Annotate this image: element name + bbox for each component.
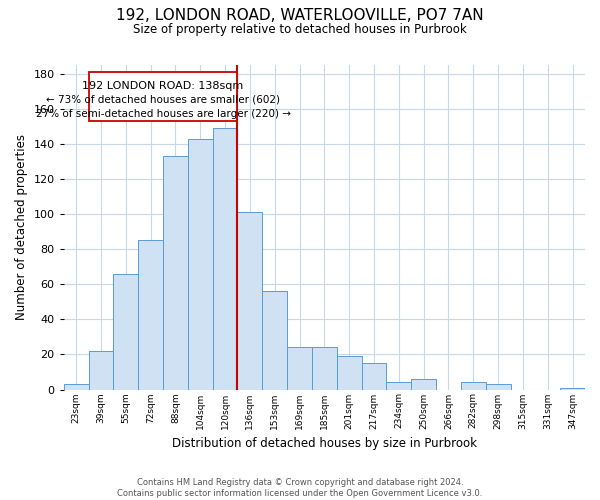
Bar	[337, 356, 362, 390]
Bar	[461, 382, 486, 390]
Bar	[560, 388, 585, 390]
Text: 192 LONDON ROAD: 138sqm: 192 LONDON ROAD: 138sqm	[82, 81, 244, 91]
Bar	[287, 348, 312, 390]
Y-axis label: Number of detached properties: Number of detached properties	[15, 134, 28, 320]
Bar	[138, 240, 163, 390]
Text: Size of property relative to detached houses in Purbrook: Size of property relative to detached ho…	[133, 22, 467, 36]
Bar	[113, 274, 138, 390]
Text: 27% of semi-detached houses are larger (220) →: 27% of semi-detached houses are larger (…	[35, 109, 290, 119]
Bar	[362, 363, 386, 390]
Bar	[212, 128, 238, 390]
Bar	[386, 382, 411, 390]
Bar	[89, 351, 113, 390]
Bar	[89, 72, 238, 121]
Bar	[188, 138, 212, 390]
Text: 192, LONDON ROAD, WATERLOOVILLE, PO7 7AN: 192, LONDON ROAD, WATERLOOVILLE, PO7 7AN	[116, 8, 484, 22]
Text: Contains HM Land Registry data © Crown copyright and database right 2024.
Contai: Contains HM Land Registry data © Crown c…	[118, 478, 482, 498]
Bar	[486, 384, 511, 390]
Bar	[64, 384, 89, 390]
Bar	[411, 379, 436, 390]
Bar	[312, 348, 337, 390]
Bar	[262, 292, 287, 390]
Text: ← 73% of detached houses are smaller (602): ← 73% of detached houses are smaller (60…	[46, 95, 280, 105]
Bar	[163, 156, 188, 390]
X-axis label: Distribution of detached houses by size in Purbrook: Distribution of detached houses by size …	[172, 437, 477, 450]
Bar	[238, 212, 262, 390]
